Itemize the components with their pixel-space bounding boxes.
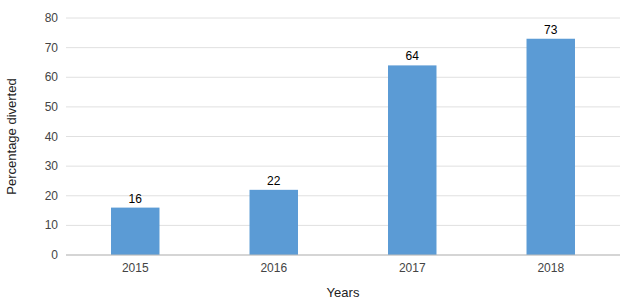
data-label: 16 [129, 192, 143, 206]
y-tick-label: 10 [45, 218, 59, 232]
bar [111, 208, 159, 255]
data-label: 73 [544, 23, 558, 37]
grid-line [66, 255, 620, 256]
y-tick-label: 60 [45, 70, 59, 84]
bars [111, 39, 575, 255]
y-axis: 0 10 20 30 40 50 60 70 80 [45, 11, 620, 262]
data-label: 64 [406, 49, 420, 63]
x-axis-label: Years [327, 285, 360, 300]
x-axis-line [66, 255, 620, 256]
bar [388, 65, 436, 255]
x-tick-label: 2017 [399, 261, 426, 275]
y-tick-label: 40 [45, 130, 59, 144]
y-tick-label: 20 [45, 189, 59, 203]
x-tick-label: 2018 [537, 261, 564, 275]
chart-container: 0102030405060708016226473201520162017201… [0, 0, 640, 307]
chart: 0102030405060708016226473201520162017201… [0, 0, 640, 307]
data-label: 22 [267, 174, 281, 188]
y-tick-label: 80 [45, 11, 59, 25]
y-tick-label: 30 [45, 159, 59, 173]
bar [527, 39, 575, 255]
y-tick-label: 50 [45, 100, 59, 114]
x-axis: 2015 2016 2017 2018 [122, 261, 565, 275]
y-tick-label: 0 [51, 248, 58, 262]
x-tick-label: 2016 [260, 261, 287, 275]
bar [250, 190, 298, 255]
grid-line [66, 18, 620, 19]
data-labels: 16 22 64 73 [129, 23, 558, 206]
y-axis-label: Percentage diverted [4, 78, 19, 194]
y-tick-label: 70 [45, 41, 59, 55]
x-tick-label: 2015 [122, 261, 149, 275]
